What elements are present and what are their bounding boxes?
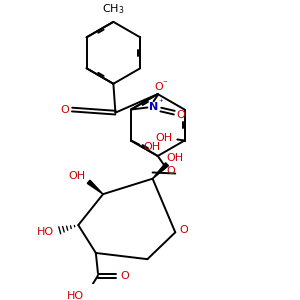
Text: OH: OH xyxy=(167,153,184,163)
Text: O: O xyxy=(120,271,129,281)
Text: OH: OH xyxy=(155,134,172,143)
Text: O: O xyxy=(167,167,176,176)
Text: O: O xyxy=(154,82,163,92)
Text: HO: HO xyxy=(37,227,54,237)
Text: CH$_3$: CH$_3$ xyxy=(102,2,124,16)
Text: O: O xyxy=(179,225,188,235)
Text: O: O xyxy=(61,105,69,115)
Text: $^-$: $^-$ xyxy=(161,78,169,87)
Text: N: N xyxy=(149,103,158,112)
Text: OH: OH xyxy=(69,171,86,181)
Polygon shape xyxy=(87,180,103,194)
Text: HO: HO xyxy=(67,291,84,300)
Text: OH: OH xyxy=(143,142,160,152)
Text: $^+$: $^+$ xyxy=(157,97,164,106)
Polygon shape xyxy=(153,163,169,179)
Text: O: O xyxy=(176,110,185,120)
